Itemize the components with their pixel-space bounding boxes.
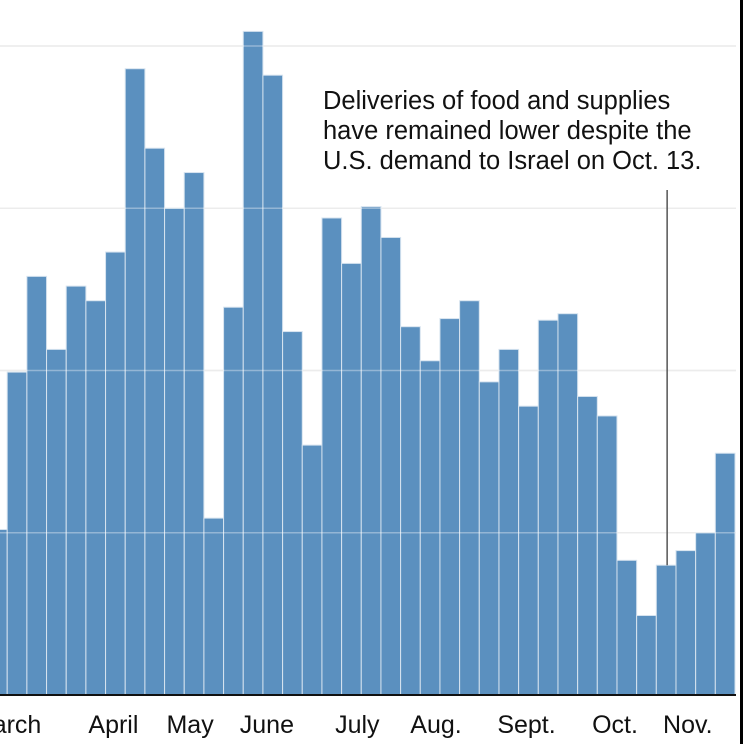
bar bbox=[577, 395, 598, 696]
bar bbox=[46, 348, 67, 696]
bar bbox=[695, 532, 716, 696]
x-tick-label: Aug. bbox=[410, 711, 461, 739]
bar bbox=[419, 360, 441, 696]
bar bbox=[360, 206, 382, 696]
bar bbox=[124, 68, 146, 696]
annotation: Deliveries of food and supplies have rem… bbox=[323, 87, 701, 175]
bar bbox=[321, 217, 343, 696]
bar bbox=[65, 285, 87, 696]
bar bbox=[616, 559, 638, 696]
bar bbox=[478, 381, 500, 696]
gridlines-overlay bbox=[0, 45, 736, 534]
bar bbox=[675, 550, 697, 696]
x-tick-label: arch bbox=[0, 711, 41, 739]
x-tick-label: April bbox=[88, 711, 138, 739]
bar bbox=[203, 517, 225, 696]
bar bbox=[26, 275, 48, 696]
bar bbox=[400, 326, 421, 696]
bar bbox=[262, 74, 284, 696]
bar bbox=[498, 348, 520, 696]
bar bbox=[105, 251, 126, 696]
annotation-line-1: Deliveries of food and supplies bbox=[323, 87, 670, 115]
bar bbox=[518, 405, 539, 696]
bars bbox=[0, 30, 736, 696]
bar bbox=[655, 564, 677, 696]
bar bbox=[636, 615, 657, 696]
bar bbox=[537, 319, 559, 696]
bar bbox=[164, 207, 185, 696]
x-tick-label: Nov. bbox=[663, 711, 713, 739]
bar bbox=[144, 147, 166, 696]
annotation-line-2: have remained lower despite the bbox=[323, 117, 692, 145]
bar bbox=[183, 172, 205, 696]
bar bbox=[0, 529, 8, 696]
annotation-line-3: U.S. demand to Israel on Oct. 13. bbox=[323, 147, 701, 175]
x-tick-label: May bbox=[166, 711, 214, 739]
bar bbox=[714, 452, 736, 696]
bar bbox=[85, 300, 107, 696]
x-tick-label: Oct. bbox=[592, 711, 638, 739]
bar bbox=[282, 331, 303, 696]
bar bbox=[6, 371, 28, 696]
x-tick-label: July bbox=[335, 711, 380, 739]
bar bbox=[380, 236, 402, 696]
bar bbox=[459, 300, 480, 696]
bar bbox=[301, 444, 323, 696]
x-tick-label: Sept. bbox=[497, 711, 555, 739]
x-tick-label: June bbox=[240, 711, 294, 739]
bar bbox=[242, 30, 264, 696]
bar bbox=[596, 415, 618, 696]
x-axis-labels: arch April May June July Aug. Sept. Oct. Nov. bbox=[0, 711, 713, 739]
bar bbox=[223, 306, 244, 696]
bar bbox=[439, 318, 461, 696]
bar bbox=[341, 262, 362, 696]
